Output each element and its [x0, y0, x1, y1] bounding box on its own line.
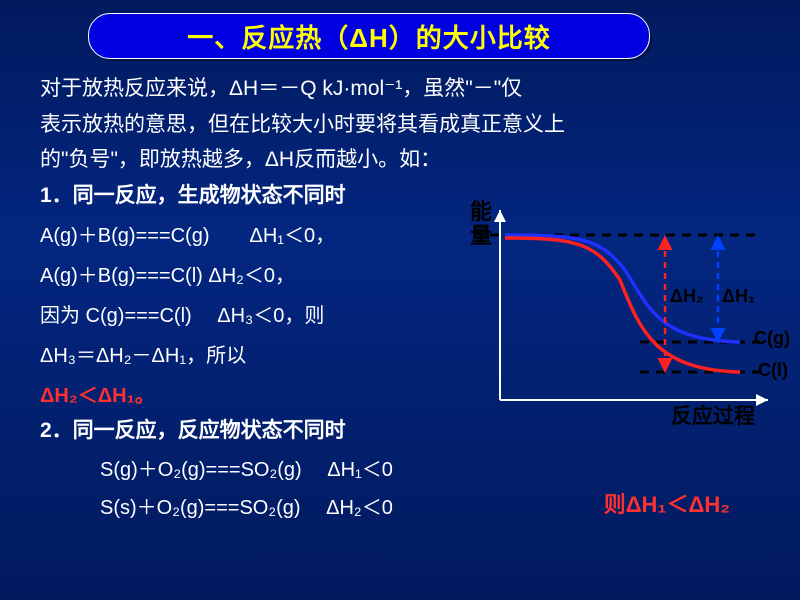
intro-line-2: 表示放热的意思，但在比较大小时要将其看成真正意义上: [40, 108, 760, 142]
equation-2: A(g)＋B(g)===C(l) ΔH₂＜0，: [40, 260, 460, 292]
energy-chart: 能量: [470, 200, 780, 440]
cg-label: C(g): [754, 328, 790, 349]
equation-4: ΔH₃＝ΔH₂－ΔH₁，所以: [40, 340, 460, 372]
result-2: 则ΔH₁＜ΔH₂: [604, 487, 730, 522]
equation-6: S(g)＋O₂(g)===SO₂(g) ΔH₁＜0: [100, 454, 760, 486]
intro-line-1: 对于放热反应来说，ΔH＝－Q kJ·mol⁻¹，虽然"－"仅: [40, 72, 760, 106]
dh2-label: ΔH₂: [670, 286, 704, 307]
y-axis-label: 能量: [470, 200, 492, 248]
equations-column: A(g)＋B(g)===C(g) ΔH₁＜0， A(g)＋B(g)===C(l)…: [40, 212, 460, 412]
x-axis-label: 反应过程: [671, 400, 755, 430]
equation-5-result: ΔH₂＜ΔH₁。: [40, 380, 460, 412]
title-text: 一、反应热（ΔH）的大小比较: [187, 18, 550, 55]
dh1-label: ΔH₁: [722, 286, 755, 307]
y-axis-label-text: 能量: [470, 199, 492, 248]
chart-svg: [470, 200, 780, 420]
cl-label: C(l): [758, 360, 788, 381]
title-bar: 一、反应热（ΔH）的大小比较: [88, 13, 650, 59]
equation-1: A(g)＋B(g)===C(g) ΔH₁＜0，: [40, 220, 460, 252]
equation-3: 因为 C(g)===C(l) ΔH₃＜0，则: [40, 300, 460, 332]
intro-line-3: 的"负号"，即放热越多，ΔH反而越小。如：: [40, 143, 760, 177]
red-curve: [505, 238, 740, 372]
